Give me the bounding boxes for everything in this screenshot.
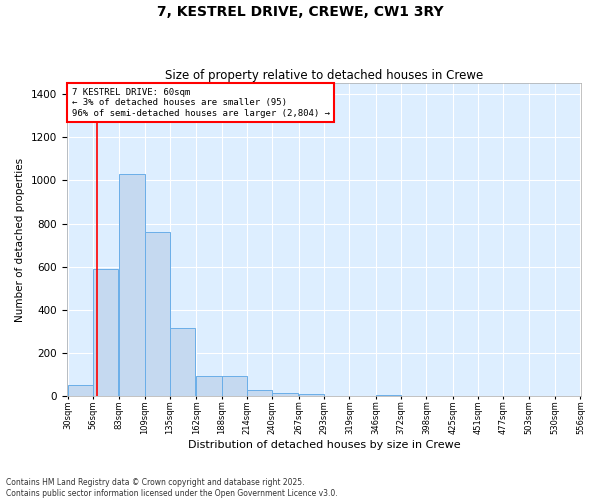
Bar: [299, 394, 324, 396]
Bar: [119, 174, 145, 396]
Bar: [221, 376, 247, 396]
Y-axis label: Number of detached properties: Number of detached properties: [15, 158, 25, 322]
Title: Size of property relative to detached houses in Crewe: Size of property relative to detached ho…: [165, 69, 483, 82]
X-axis label: Distribution of detached houses by size in Crewe: Distribution of detached houses by size …: [188, 440, 460, 450]
Bar: [145, 232, 170, 396]
Bar: [247, 390, 272, 396]
Text: 7, KESTREL DRIVE, CREWE, CW1 3RY: 7, KESTREL DRIVE, CREWE, CW1 3RY: [157, 5, 443, 19]
Bar: [376, 394, 401, 396]
Bar: [196, 376, 221, 396]
Bar: [272, 393, 298, 396]
Bar: [170, 328, 195, 396]
Text: Contains HM Land Registry data © Crown copyright and database right 2025.
Contai: Contains HM Land Registry data © Crown c…: [6, 478, 338, 498]
Text: 7 KESTREL DRIVE: 60sqm
← 3% of detached houses are smaller (95)
96% of semi-deta: 7 KESTREL DRIVE: 60sqm ← 3% of detached …: [71, 88, 329, 118]
Bar: [68, 384, 93, 396]
Bar: [93, 269, 118, 396]
